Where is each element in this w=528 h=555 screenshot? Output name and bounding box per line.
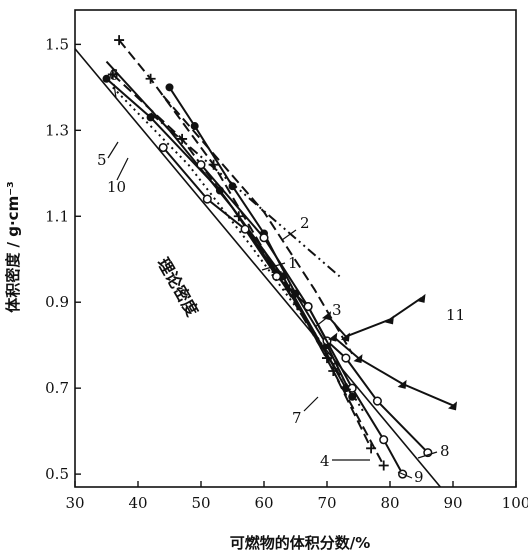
series-line-10 [112, 86, 366, 415]
series-10 [112, 86, 366, 415]
data-point [165, 83, 174, 92]
callout-leader [281, 229, 297, 241]
x-tick-label: 80 [380, 494, 399, 512]
labels-layer: 30 40 50 60 70 80 90 100 0.5 0.7 0.9 1.1 1.3 1.5 1 2 3 4 5… [45, 35, 528, 512]
series-3 [162, 95, 354, 355]
curve-label-7: 7 [292, 409, 302, 427]
data-point [202, 194, 212, 204]
tick-marks [74, 43, 517, 487]
data-point [228, 182, 237, 191]
curve-label-6: 6 [109, 66, 119, 84]
data-point [196, 160, 206, 170]
data-point [379, 435, 389, 445]
data-point [328, 365, 339, 376]
series-line-9 [200, 164, 404, 475]
data-point [177, 133, 188, 144]
plot-frame [74, 9, 517, 488]
series-layer [74, 35, 457, 488]
x-tick-label: 40 [128, 494, 147, 512]
callout-leader [314, 315, 330, 328]
series-line-11b [332, 335, 454, 407]
data-point [348, 392, 357, 401]
data-point [378, 460, 389, 471]
data-point [385, 315, 394, 325]
curve-label-10: 10 [107, 178, 126, 196]
data-point [233, 211, 244, 222]
series-9 [196, 160, 408, 479]
y-axis-label: 体积密度 / g·cm⁻³ [4, 181, 22, 312]
curve-label-9: 9 [414, 468, 424, 486]
series-line-7 [112, 73, 385, 466]
curve-label-11: 11 [446, 306, 465, 324]
curve-label-3: 3 [332, 301, 342, 319]
data-point [353, 354, 363, 364]
data-point [107, 69, 118, 80]
curve-label-8: 8 [440, 442, 450, 460]
callout-leader [417, 451, 438, 459]
curve-label-1: 1 [288, 254, 298, 272]
data-point [416, 293, 426, 303]
series-11 [322, 293, 426, 342]
y-tick-label: 0.7 [45, 379, 69, 397]
callout-leader [113, 83, 117, 99]
series-5 [102, 74, 350, 393]
series-line-3 [162, 95, 354, 355]
callout-leader [116, 157, 129, 181]
x-tick-label: 90 [443, 494, 462, 512]
data-point [372, 396, 382, 406]
theory-density-label: 理论密度 [154, 255, 203, 321]
data-point [397, 379, 407, 389]
series-7 [107, 69, 389, 471]
x-tick-label: 60 [254, 494, 273, 512]
x-axis-label: 可燃物的体积分数/% [230, 534, 371, 552]
curve-label-5: 5 [97, 151, 107, 169]
y-tick-label: 0.9 [45, 293, 69, 311]
x-tick-label: 30 [65, 494, 84, 512]
data-point [145, 73, 156, 84]
data-point [259, 233, 269, 243]
series-line-11 [326, 297, 423, 338]
series-4 [114, 35, 377, 454]
series-11b [328, 332, 457, 411]
x-tick-label: 50 [191, 494, 210, 512]
x-tick-label: 100 [502, 494, 528, 512]
y-tick-label: 1.1 [45, 207, 69, 225]
callout-leader [397, 471, 413, 479]
y-tick-label: 0.5 [45, 465, 69, 483]
data-point [328, 332, 338, 342]
data-point [190, 122, 199, 131]
curve-label-4: 4 [320, 452, 330, 470]
callout-leader [261, 262, 286, 271]
y-tick-label: 1.5 [45, 35, 69, 53]
callout-leader [303, 396, 319, 412]
data-point [303, 301, 313, 312]
x-tick-label: 70 [317, 494, 336, 512]
y-tick-label: 1.3 [45, 121, 69, 139]
series-line-5 [105, 78, 347, 389]
series-line-4 [118, 39, 372, 449]
data-point [114, 35, 125, 46]
data-point [208, 159, 219, 170]
data-point [340, 332, 350, 342]
series-line-theory [74, 48, 442, 488]
data-point [102, 74, 111, 83]
data-point [158, 142, 168, 153]
data-point [240, 224, 250, 234]
callout-leader [107, 141, 119, 159]
data-point [278, 272, 287, 281]
curve-label-2: 2 [300, 214, 310, 232]
data-point [448, 401, 457, 411]
data-point [146, 113, 155, 122]
data-point [341, 353, 351, 363]
series-theory [74, 48, 442, 488]
data-point [322, 311, 331, 321]
